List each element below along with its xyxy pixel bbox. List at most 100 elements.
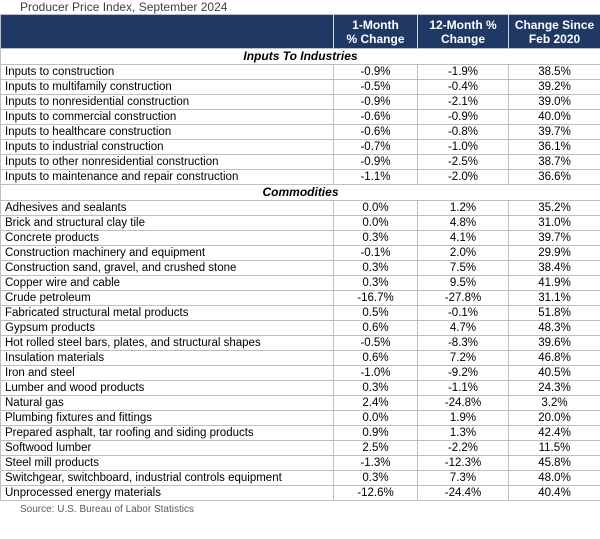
table-row: Inputs to commercial construction -0.6% -0… <box>0 109 600 125</box>
row-value: -2.2% <box>417 440 509 456</box>
row-value: -1.3% <box>333 455 418 471</box>
row-value: 4.8% <box>417 215 509 231</box>
table-row: Natural gas 2.4% -24.8% 3.2% <box>0 395 600 411</box>
row-label: Inputs to nonresidential construction <box>0 94 334 110</box>
row-label: Construction machinery and equipment <box>0 245 334 261</box>
row-value: 2.4% <box>333 395 418 411</box>
row-value: 38.7% <box>508 154 600 170</box>
row-value: -0.6% <box>333 109 418 125</box>
row-label: Switchgear, switchboard, industrial cont… <box>0 470 334 486</box>
row-value: 42.4% <box>508 425 600 441</box>
row-label: Softwood lumber <box>0 440 334 456</box>
row-value: 40.5% <box>508 365 600 381</box>
row-label: Inputs to industrial construction <box>0 139 334 155</box>
row-label: Gypsum products <box>0 320 334 336</box>
row-value: 3.2% <box>508 395 600 411</box>
row-value: -9.2% <box>417 365 509 381</box>
row-value: 0.3% <box>333 380 418 396</box>
row-value: 0.3% <box>333 260 418 276</box>
row-value: 20.0% <box>508 410 600 426</box>
row-value: 39.7% <box>508 230 600 246</box>
row-label: Plumbing fixtures and fittings <box>0 410 334 426</box>
row-value: 7.2% <box>417 350 509 366</box>
table-row: Plumbing fixtures and fittings 0.0% 1.9% 20… <box>0 410 600 426</box>
section-title: Inputs To Industries <box>0 48 600 65</box>
row-value: -24.4% <box>417 485 509 501</box>
table-row: Inputs to industrial construction -0.7% -1… <box>0 139 600 155</box>
row-value: 48.3% <box>508 320 600 336</box>
row-label: Natural gas <box>0 395 334 411</box>
header-line: 1-Month <box>352 17 399 32</box>
row-label: Crude petroleum <box>0 290 334 306</box>
table-row: Brick and structural clay tile 0.0% 4.8% 31… <box>0 215 600 231</box>
table-row: Inputs to multifamily construction -0.5% -… <box>0 79 600 95</box>
table-row: Hot rolled steel bars, plates, and struc… <box>0 335 600 351</box>
row-value: 38.5% <box>508 64 600 80</box>
row-value: 0.3% <box>333 275 418 291</box>
row-value: 39.7% <box>508 124 600 140</box>
row-value: 40.4% <box>508 485 600 501</box>
row-label: Inputs to multifamily construction <box>0 79 334 95</box>
row-value: 39.0% <box>508 94 600 110</box>
row-label: Inputs to other nonresidential construct… <box>0 154 334 170</box>
row-label: Inputs to maintenance and repair constru… <box>0 169 334 185</box>
row-label: Steel mill products <box>0 455 334 471</box>
row-value: 9.5% <box>417 275 509 291</box>
row-value: 38.4% <box>508 260 600 276</box>
table-row: Unprocessed energy materials -12.6% -24.4%… <box>0 485 600 501</box>
page-title: Producer Price Index, September 2024 <box>20 0 228 14</box>
row-value: 2.5% <box>333 440 418 456</box>
row-value: -12.3% <box>417 455 509 471</box>
row-value: -0.8% <box>417 124 509 140</box>
row-label: Lumber and wood products <box>0 380 334 396</box>
table-row: Steel mill products -1.3% -12.3% 45.8% <box>0 455 600 471</box>
row-label: Unprocessed energy materials <box>0 485 334 501</box>
row-value: 36.6% <box>508 169 600 185</box>
row-value: 7.3% <box>417 470 509 486</box>
header-line: Change Since <box>514 17 595 32</box>
row-label: Inputs to commercial construction <box>0 109 334 125</box>
row-value: 51.8% <box>508 305 600 321</box>
row-value: -0.6% <box>333 124 418 140</box>
table-row: Insulation materials 0.6% 7.2% 46.8% <box>0 350 600 366</box>
table-row: Lumber and wood products 0.3% -1.1% 24.3% <box>0 380 600 396</box>
header-cell-12-month: 12-Month % Change <box>417 14 509 49</box>
row-value: 35.2% <box>508 200 600 216</box>
row-value: 29.9% <box>508 245 600 261</box>
row-value: 39.6% <box>508 335 600 351</box>
row-value: -0.4% <box>417 79 509 95</box>
row-value: 41.9% <box>508 275 600 291</box>
row-value: -1.0% <box>333 365 418 381</box>
row-value: 1.9% <box>417 410 509 426</box>
table-row: Inputs to nonresidential construction -0.… <box>0 94 600 110</box>
row-label: Insulation materials <box>0 350 334 366</box>
header-cell-1-month: 1-Month % Change <box>333 14 418 49</box>
table-row: Adhesives and sealants 0.0% 1.2% 35.2% <box>0 200 600 216</box>
row-value: -2.0% <box>417 169 509 185</box>
table-row: Gypsum products 0.6% 4.7% 48.3% <box>0 320 600 336</box>
row-value: 0.9% <box>333 425 418 441</box>
row-value: 31.1% <box>508 290 600 306</box>
table-row: Iron and steel -1.0% -9.2% 40.5% <box>0 365 600 381</box>
row-value: -0.1% <box>417 305 509 321</box>
row-value: -8.3% <box>417 335 509 351</box>
row-value: -1.1% <box>417 380 509 396</box>
section-header-row: Inputs To Industries <box>0 48 600 65</box>
header-cell-empty <box>0 14 334 49</box>
row-value: 1.2% <box>417 200 509 216</box>
row-value: 39.2% <box>508 79 600 95</box>
row-value: 11.5% <box>508 440 600 456</box>
row-value: 46.8% <box>508 350 600 366</box>
row-value: 4.7% <box>417 320 509 336</box>
row-value: -0.9% <box>333 94 418 110</box>
header-cell-change-since: Change Since Feb 2020 <box>508 14 600 49</box>
table-row: Inputs to healthcare construction -0.6% -0… <box>0 124 600 140</box>
row-value: -0.9% <box>417 109 509 125</box>
row-value: -0.9% <box>333 154 418 170</box>
table-row: Switchgear, switchboard, industrial cont… <box>0 470 600 486</box>
row-label: Hot rolled steel bars, plates, and struc… <box>0 335 334 351</box>
row-value: -0.5% <box>333 79 418 95</box>
row-label: Brick and structural clay tile <box>0 215 334 231</box>
table-row: Concrete products 0.3% 4.1% 39.7% <box>0 230 600 246</box>
